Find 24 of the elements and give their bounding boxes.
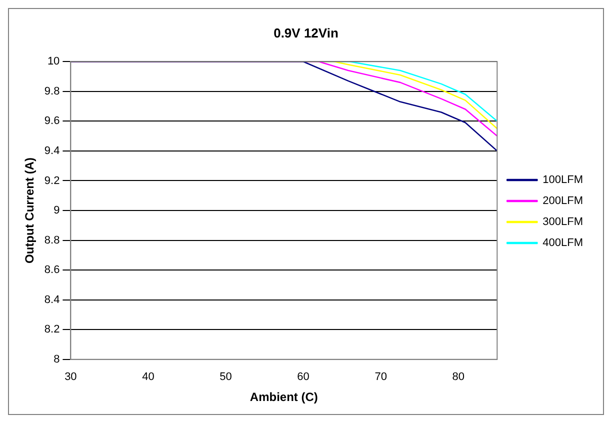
legend-label: 100LFM [542, 174, 584, 186]
x-tick-label: 30 [64, 371, 77, 384]
x-tick-label: 50 [220, 371, 232, 384]
x-tick-label: 80 [452, 371, 465, 384]
x-tick-label: 40 [142, 371, 154, 384]
y-tick-label: 9.8 [44, 85, 60, 98]
y-tick-label: 8.2 [44, 324, 60, 336]
chart-title: 0.9V 12Vin [274, 25, 338, 40]
y-tick-label: 9 [54, 204, 60, 217]
y-tick-label: 9.6 [44, 115, 60, 128]
y-tick-label: 9.4 [44, 144, 60, 157]
legend-label: 400LFM [542, 237, 584, 250]
legend-label: 200LFM [542, 195, 584, 208]
x-axis-title: Ambient (C) [250, 390, 318, 404]
y-tick-label: 10 [47, 56, 60, 68]
y-tick-label: 8.8 [44, 234, 60, 246]
legend-label: 300LFM [542, 216, 584, 228]
x-tick-label: 70 [374, 371, 387, 384]
y-tick-label: 8 [54, 353, 60, 366]
x-tick-label: 60 [297, 371, 310, 384]
y-tick-label: 8.6 [44, 264, 60, 276]
y-tick-label: 8.4 [44, 294, 60, 306]
y-tick-label: 9.2 [44, 174, 60, 187]
y-axis-title: Output Current (A) [22, 158, 37, 264]
